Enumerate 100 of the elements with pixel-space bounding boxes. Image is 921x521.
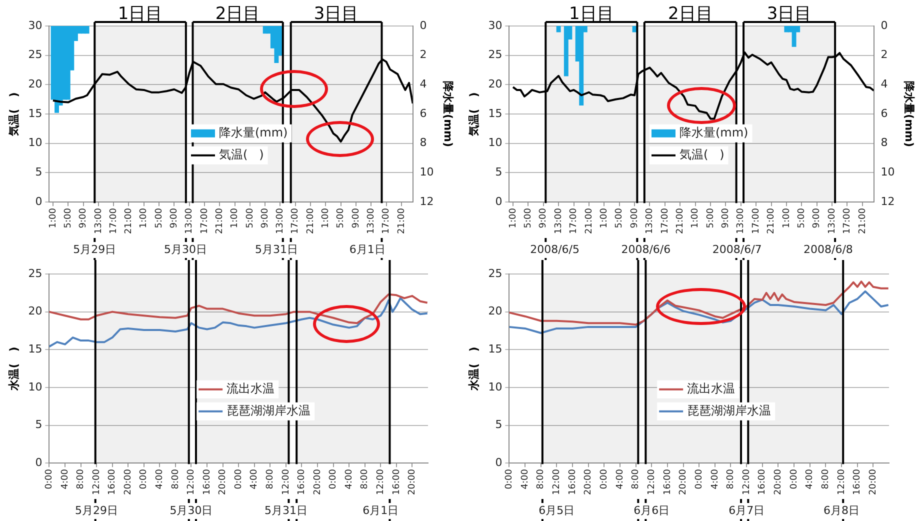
y-tick-label: 25 (488, 266, 502, 280)
y-tick-label: 20 (28, 304, 42, 318)
x-tick-label: 1:00 (230, 208, 240, 228)
text: 2008/6/6 (621, 242, 671, 256)
x-tick-label: 0:00 (44, 468, 55, 490)
bar (579, 26, 584, 106)
x-tick-label: 0:00 (599, 468, 610, 490)
x-tick-label: 16:00 (758, 468, 768, 495)
text: 2008/6/8 (804, 242, 853, 256)
x-tick-label: 1:00 (782, 208, 792, 228)
text: 2008/6/5 (530, 242, 580, 256)
x-tick-label: 5:00 (154, 208, 164, 228)
x-tick-label: 12:00 (742, 468, 752, 495)
x-tick-label: 5:00 (524, 208, 534, 228)
x-tick-label: 17:00 (569, 208, 580, 234)
y-tick-label: 15 (28, 342, 42, 356)
band-label: 3日目 (314, 4, 359, 24)
legend-label: 琵琶湖湖岸水温 (687, 403, 772, 418)
y2-tick-label: 12 (880, 194, 895, 208)
y-tick-label: 30 (28, 18, 42, 32)
legend-label: 降水量(mm) (219, 126, 288, 140)
y-tick-label: 10 (28, 136, 42, 150)
x-tick-label: 17:00 (382, 208, 392, 234)
y2-tick-label: 8 (420, 136, 427, 150)
x-tick-label: 9:00 (812, 208, 822, 228)
x-tick-label: 21:00 (214, 208, 225, 234)
y-axis-title: 水温( ) (7, 346, 20, 392)
x-tick-label: 13:00 (736, 208, 746, 234)
y2-tick-label: 2 (880, 48, 888, 62)
y2-axis-title: 降水量(mm) (902, 81, 916, 148)
y-tick-label: 20 (488, 78, 502, 91)
text: 5月30日 (170, 504, 213, 517)
y-tick-label: 25 (28, 48, 42, 62)
text: 6月1日 (349, 242, 386, 256)
text: 6月6日 (634, 504, 670, 517)
y-tick-label: 0 (495, 456, 502, 469)
x-tick-label: 21:00 (858, 208, 868, 234)
x-tick-label: 8:00 (631, 468, 642, 490)
legend-label: 気温( ) (680, 148, 724, 162)
x-tick-label: 9:00 (351, 208, 362, 228)
legend-label: 流出水温 (687, 381, 736, 396)
x-tick-label: 16:00 (297, 468, 308, 495)
x-tick-label: 8:00 (170, 468, 181, 490)
x-tick-label: 16:00 (852, 468, 863, 495)
y2-axis-title: 降水量(mm) (442, 81, 455, 148)
y-tick-label: 0 (495, 194, 502, 208)
x-tick-label: 0:00 (328, 468, 339, 490)
x-tick-label: 8:00 (266, 468, 276, 490)
x-tick-label: 17:00 (842, 208, 853, 234)
x-tick-label: 16:00 (202, 468, 212, 495)
text: 5月29日 (75, 504, 118, 517)
x-tick-label: 1:00 (599, 208, 610, 228)
x-tick-label: 5:00 (614, 208, 625, 228)
y-tick-label: 5 (35, 418, 42, 432)
x-tick-label: 0:00 (789, 468, 800, 490)
x-tick-label: 1:00 (48, 208, 58, 228)
legend-label: 降水量(mm) (680, 126, 748, 140)
text: 6月1日 (362, 504, 399, 517)
y-tick-label: 10 (488, 136, 502, 150)
x-tick-label: 5:00 (245, 208, 256, 228)
y2-tick-label: 0 (880, 18, 888, 32)
x-tick-label: 0:00 (504, 468, 515, 490)
x-tick-label: 12:00 (552, 468, 562, 495)
x-tick-label: 21:00 (584, 208, 594, 234)
x-tick-label: 16:00 (108, 468, 118, 495)
x-tick-label: 13:00 (645, 208, 656, 234)
y-tick-label: 5 (35, 166, 42, 179)
band-label: 1日目 (569, 4, 614, 24)
x-tick-label: 8:00 (536, 468, 546, 490)
x-tick-label: 0:00 (234, 468, 244, 490)
x-tick-label: 1:00 (139, 208, 150, 228)
x-tick-label: 21:00 (124, 208, 134, 234)
y-tick-label: 5 (495, 418, 502, 432)
x-tick-label: 1:00 (690, 208, 701, 228)
x-tick-label: 0:00 (139, 468, 150, 490)
legend-label: 気温( ) (219, 148, 264, 162)
x-tick-label: 8:00 (360, 468, 370, 490)
y2-tick-label: 0 (420, 18, 427, 32)
y-tick-label: 15 (28, 106, 42, 120)
x-tick-label: 20:00 (218, 468, 228, 495)
x-tick-label: 17:00 (108, 208, 119, 234)
y-tick-label: 20 (488, 304, 502, 318)
text: 6月5日 (538, 504, 575, 517)
y2-tick-label: 6 (420, 106, 427, 120)
x-tick-label: 8:00 (76, 468, 86, 490)
x-tick-label: 12:00 (646, 468, 657, 495)
x-tick-label: 21:00 (306, 208, 316, 234)
x-tick-label: 4:00 (60, 468, 70, 490)
x-tick-label: 5:00 (63, 208, 74, 228)
x-tick-label: 5:00 (706, 208, 716, 228)
x-tick-label: 20:00 (312, 468, 323, 495)
band-label: 2日目 (215, 4, 260, 24)
x-tick-label: 9:00 (78, 208, 89, 228)
bar (556, 26, 561, 32)
y2-tick-label: 6 (880, 106, 888, 120)
y-tick-label: 0 (35, 194, 42, 208)
x-tick-label: 5:00 (796, 208, 807, 228)
y-tick-label: 20 (28, 78, 42, 91)
y-axis-title: 気温( ) (467, 92, 480, 137)
x-tick-label: 20:00 (774, 468, 784, 495)
